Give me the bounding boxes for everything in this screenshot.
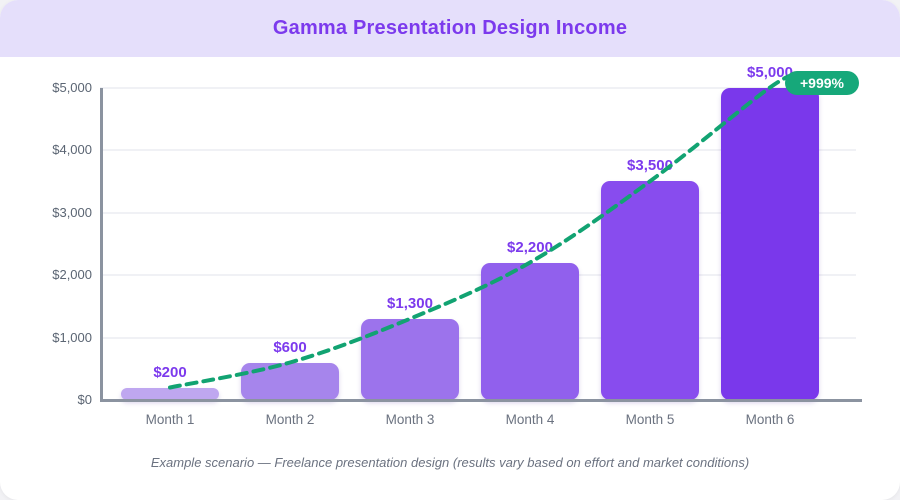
bar-value-label: $1,300 [387, 294, 433, 312]
footer-caption: Example scenario — Freelance presentatio… [150, 455, 750, 470]
x-axis-line [100, 399, 862, 402]
x-tick-label: Month 1 [145, 412, 195, 427]
bar-value-label: $3,500 [627, 157, 673, 175]
y-tick-label: $3,000 [52, 204, 92, 220]
bar-value-label: $600 [273, 338, 307, 356]
chart-title: Gamma Presentation Design Income [272, 17, 628, 39]
x-tick-label: Month 4 [505, 412, 555, 427]
y-tick-label: $2,000 [52, 267, 92, 282]
x-tick-label: Month 3 [385, 412, 435, 427]
y-tick-label: $0 [77, 392, 92, 407]
x-tick-label: Month 5 [625, 412, 675, 427]
header-band: Gamma Presentation Design Income [0, 0, 900, 57]
bar-month-3 [361, 318, 459, 400]
bar-month-2 [241, 362, 339, 400]
y-axis-line [100, 87, 103, 400]
bar-month-1 [121, 387, 219, 400]
x-tick-label: Month 2 [265, 412, 315, 427]
bar-value-label: $200 [153, 363, 187, 381]
y-tick-label: $4,000 [52, 142, 92, 157]
bar-month-5 [601, 181, 699, 400]
bar-value-label: $2,200 [507, 238, 553, 256]
growth-badge: +999% [785, 71, 859, 95]
x-tick-label: Month 6 [745, 412, 795, 427]
y-tick-label: $1,000 [52, 329, 92, 345]
y-tick-label: $5,000 [52, 79, 92, 95]
bar-month-6 [721, 87, 819, 400]
bar-month-4 [481, 262, 579, 400]
